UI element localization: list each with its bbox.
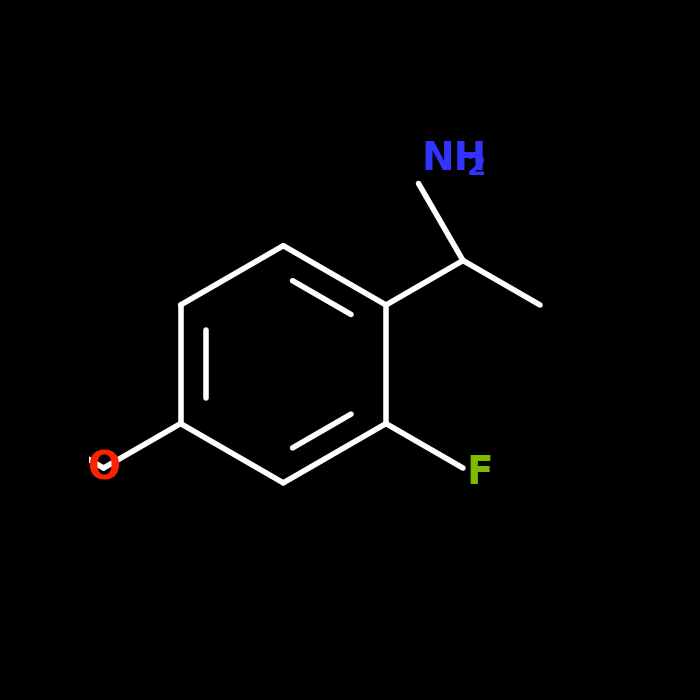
Text: O: O: [87, 449, 120, 487]
Text: NH: NH: [421, 140, 486, 178]
Text: 2: 2: [467, 153, 486, 181]
Text: F: F: [466, 454, 493, 492]
